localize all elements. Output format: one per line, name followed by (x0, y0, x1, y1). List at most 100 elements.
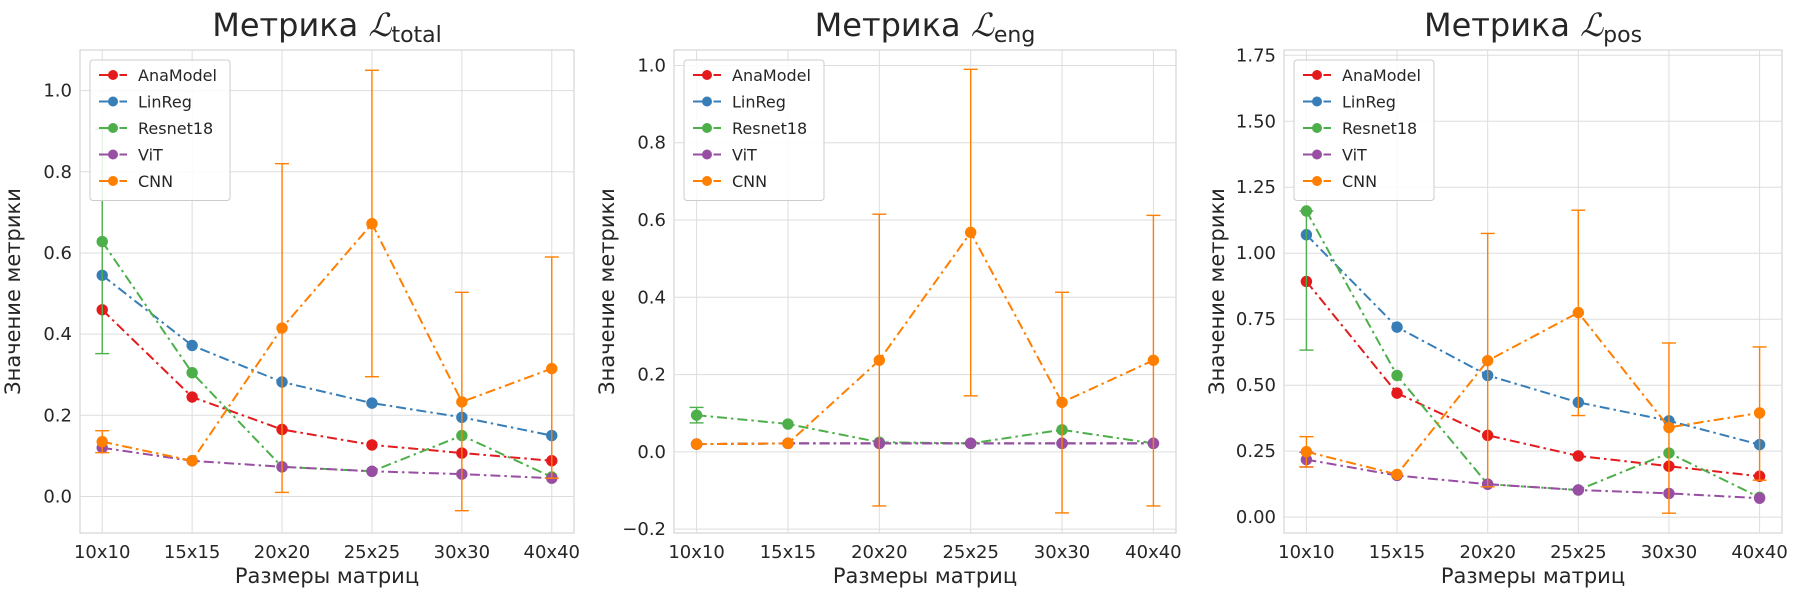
legend-label: CNN (138, 172, 173, 191)
data-point (276, 322, 288, 334)
x-tick-label: 25x25 (344, 542, 400, 563)
series-layer (689, 68, 1161, 514)
y-tick-label: 0.25 (1236, 441, 1276, 462)
x-tick-label: 10x10 (1278, 542, 1334, 563)
legend-label: Resnet18 (1342, 119, 1417, 138)
legend-label: ViT (1342, 146, 1367, 165)
data-point (1391, 321, 1403, 333)
y-tick-label: 0.2 (637, 365, 666, 386)
series-anamodel (96, 304, 558, 467)
data-point (964, 437, 977, 450)
x-tick-label: 20x20 (254, 542, 310, 563)
legend-item: Resnet18 (1303, 119, 1417, 138)
data-point (690, 438, 703, 450)
x-axis-label: Размеры матриц (235, 564, 419, 588)
series-line (1305, 234, 1760, 446)
data-point (186, 339, 198, 352)
legend-marker (1312, 70, 1322, 80)
legend-label: AnaModel (732, 66, 811, 85)
y-tick-label: 1.00 (1236, 243, 1276, 264)
panel-title-text: Метрика (815, 6, 971, 44)
legend-marker (108, 149, 118, 160)
panel-title-subscript: total (391, 23, 441, 48)
data-point (1391, 468, 1403, 481)
data-point (186, 455, 198, 467)
series-layer (95, 69, 559, 512)
legend-marker (702, 176, 712, 186)
legend-marker (702, 70, 712, 80)
legend-marker (1312, 123, 1322, 133)
y-tick-label: 1.25 (1236, 177, 1276, 198)
legend-item: Resnet18 (99, 119, 213, 138)
y-tick-label: 1.0 (637, 55, 666, 76)
x-tick-label: 25x25 (1550, 542, 1606, 563)
y-tick-label: 0.0 (637, 442, 666, 463)
legend: AnaModel LinReg Resnet18 ViT CNN (89, 59, 231, 201)
legend-label: LinReg (732, 93, 786, 112)
panel-title: Метрика ℒeng (815, 6, 1036, 48)
legend-item: ViT (1303, 146, 1367, 165)
x-tick-label: 30x30 (434, 542, 490, 563)
legend-marker (702, 96, 712, 107)
y-tick-label: 0.6 (43, 243, 72, 264)
panel-title-subscript: eng (994, 23, 1035, 48)
y-tick-label: 0.50 (1236, 375, 1276, 396)
legend-label: CNN (1342, 172, 1377, 191)
legend-marker (1312, 176, 1322, 186)
data-point (366, 465, 378, 478)
panel-total: 0.0 0.2 0.4 0.6 0.8 1.0 10x10 15x15 20x20 25x25 30… (1, 6, 580, 588)
legend-item: ViT (99, 146, 163, 165)
data-point (96, 435, 108, 448)
legend-label: AnaModel (1342, 66, 1421, 85)
panel-title-symbol: ℒ (971, 6, 995, 44)
legend-label: ViT (138, 146, 163, 165)
panel-title-text: Метрика (1424, 6, 1580, 44)
panel-title-symbol: ℒ (1580, 6, 1604, 44)
data-point (1572, 306, 1585, 319)
data-point (456, 396, 468, 408)
data-point (873, 354, 886, 366)
legend-item: AnaModel (99, 66, 217, 85)
data-point (1300, 446, 1313, 458)
legend-label: AnaModel (138, 66, 217, 85)
series-line (1306, 311, 1760, 476)
legend-marker (1312, 96, 1322, 107)
x-tick-label: 15x15 (164, 542, 220, 563)
panel-pos: 0.00 0.25 0.50 0.75 1.00 1.25 1.50 1.75 10x10 15x… (1205, 6, 1788, 588)
data-point (1391, 387, 1403, 399)
data-point (1572, 484, 1585, 496)
y-axis-label: Значение метрики (595, 188, 619, 395)
panel-title-text: Метрика (212, 6, 368, 44)
legend-label: LinReg (138, 93, 192, 112)
x-tick-label: 15x15 (760, 542, 816, 563)
x-tick-label: 20x20 (1459, 542, 1515, 563)
data-point (1663, 421, 1675, 434)
series-line (101, 221, 553, 462)
data-point (366, 439, 378, 451)
data-point (186, 366, 198, 379)
legend-item: AnaModel (693, 66, 811, 85)
data-point (1572, 450, 1585, 462)
x-tick-label: 30x30 (1034, 542, 1090, 563)
data-point (1147, 354, 1160, 366)
legend-label: ViT (732, 146, 757, 165)
data-point (96, 235, 108, 248)
x-axis-label: Размеры матриц (833, 564, 1017, 588)
data-point (1056, 396, 1068, 409)
panel-title: Метрика ℒpos (1424, 6, 1642, 48)
legend-item: Resnet18 (693, 119, 807, 138)
y-tick-label: 0.0 (43, 486, 72, 507)
legend-item: CNN (693, 172, 767, 191)
panel-title-symbol: ℒ (368, 6, 392, 44)
legend-item: LinReg (99, 93, 192, 112)
legend-box (683, 59, 825, 201)
legend-marker (702, 123, 712, 133)
panel-eng: −0.2 0.0 0.2 0.4 0.6 0.8 1.0 10x10 15x15 20x20 25x… (595, 6, 1182, 588)
data-point (1391, 369, 1403, 382)
x-tick-label: 40x40 (1125, 542, 1181, 563)
legend-label: Resnet18 (138, 119, 213, 138)
y-axis-label: Значение метрики (1205, 188, 1229, 395)
panel-title-subscript: pos (1603, 23, 1642, 48)
x-tick-label: 15x15 (1369, 542, 1425, 563)
data-point (1753, 492, 1766, 504)
